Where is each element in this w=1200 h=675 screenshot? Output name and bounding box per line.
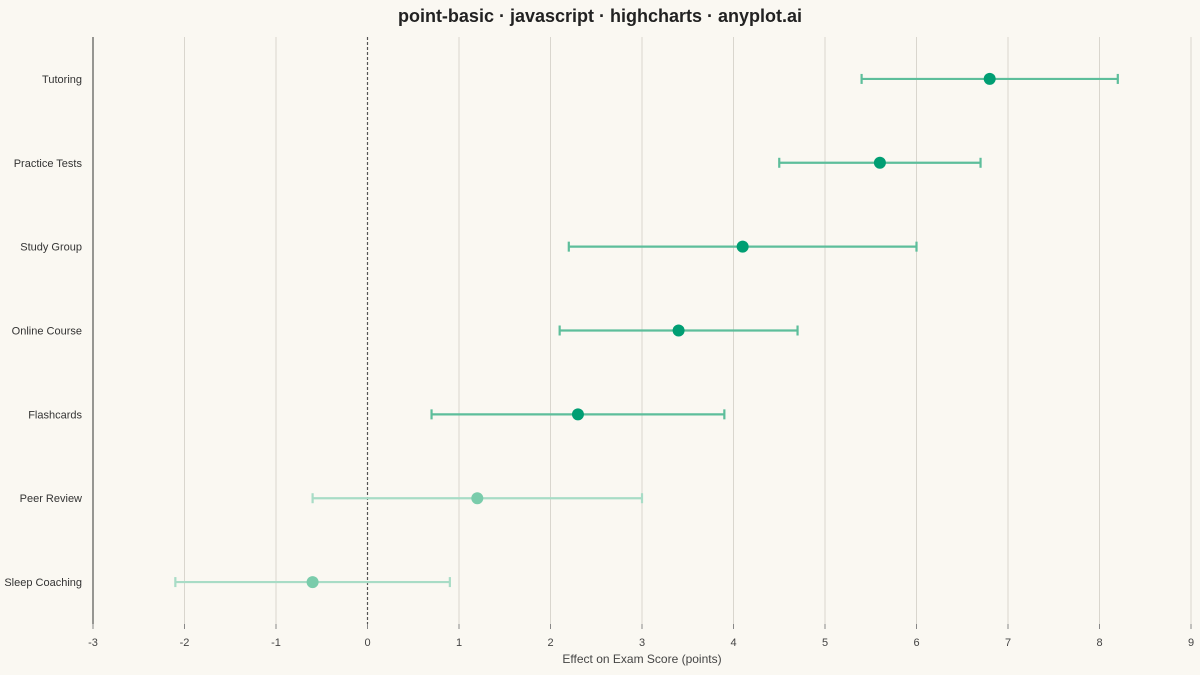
data-point[interactable] — [736, 240, 749, 253]
x-tick-label: 4 — [730, 637, 736, 649]
category-label: Study Group — [20, 242, 82, 254]
category-label: Practice Tests — [14, 158, 83, 170]
x-tick-label: -2 — [180, 637, 190, 649]
x-tick-label: 9 — [1188, 637, 1194, 649]
category-label: Online Course — [12, 326, 82, 338]
data-marks — [174, 72, 1119, 589]
grid-lines — [184, 37, 1192, 624]
category-label: Sleep Coaching — [4, 577, 82, 589]
x-tick-label: 6 — [913, 637, 919, 649]
data-point[interactable] — [672, 324, 685, 337]
x-tick-label: -1 — [271, 637, 281, 649]
category-label: Tutoring — [42, 74, 82, 86]
data-point[interactable] — [471, 492, 484, 505]
x-tick-label: 3 — [639, 637, 645, 649]
x-tick-label: -3 — [88, 637, 98, 649]
x-tick-label: 0 — [364, 637, 370, 649]
x-tick-label: 8 — [1096, 637, 1102, 649]
category-label: Flashcards — [28, 409, 82, 421]
data-point[interactable] — [983, 72, 996, 85]
data-point[interactable] — [306, 576, 319, 589]
axes: -3 -2 -1 0 1 2 3 4 5 6 7 8 9 Tutoring Practice Tests St… — [4, 37, 1194, 649]
x-tick-label: 1 — [456, 637, 462, 649]
x-tick-label: 7 — [1005, 637, 1011, 649]
data-point[interactable] — [571, 408, 584, 421]
category-label: Peer Review — [20, 493, 82, 505]
x-tick-label: 5 — [822, 637, 828, 649]
data-point[interactable] — [873, 156, 886, 169]
chart-title: point-basic · javascript · highcharts · … — [397, 6, 803, 26]
x-tick-label: 2 — [547, 637, 553, 649]
x-axis-title: Effect on Exam Score (points) — [562, 652, 721, 666]
